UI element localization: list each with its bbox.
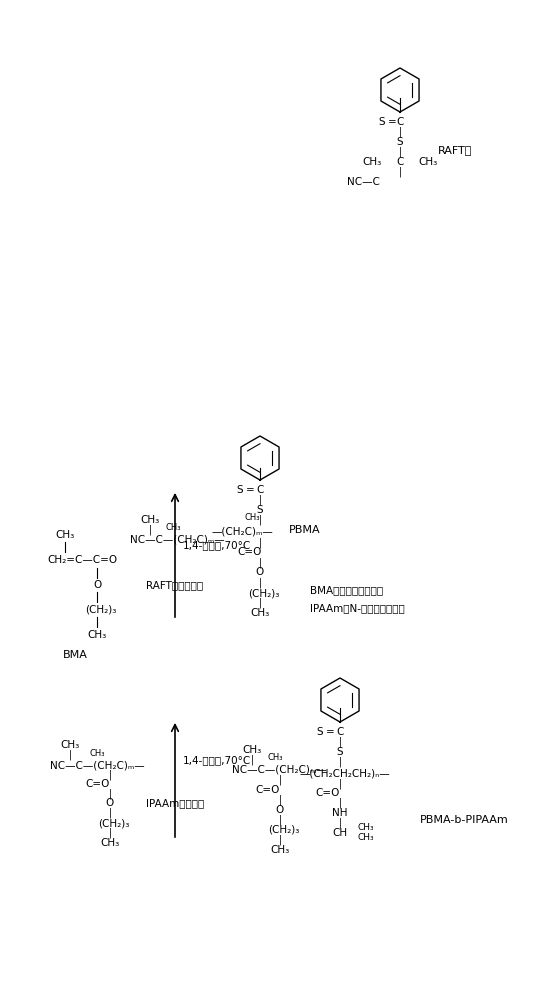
Text: CH₃: CH₃ — [250, 608, 270, 618]
Text: |: | — [278, 795, 282, 805]
Text: C: C — [256, 485, 264, 495]
Text: (CH₂)₃: (CH₂)₃ — [268, 825, 299, 835]
Text: |: | — [108, 770, 111, 780]
Text: CH₃: CH₃ — [418, 157, 438, 167]
Text: C: C — [396, 117, 404, 127]
Text: =: = — [326, 727, 334, 737]
Text: PBMA: PBMA — [289, 525, 321, 535]
Text: |: | — [399, 127, 402, 137]
Text: S: S — [337, 747, 343, 757]
Text: CH₃: CH₃ — [100, 838, 120, 848]
Text: PBMA-b-PIPAAm: PBMA-b-PIPAAm — [420, 815, 509, 825]
Text: CH₃: CH₃ — [165, 524, 181, 532]
Text: O: O — [106, 798, 114, 808]
Text: O: O — [256, 567, 264, 577]
Text: RAFT剤、引发剤: RAFT剤、引发剤 — [147, 580, 204, 590]
Text: |: | — [338, 779, 341, 789]
Text: CH₃: CH₃ — [55, 530, 75, 540]
Text: |: | — [338, 737, 341, 747]
Text: |: | — [278, 815, 282, 825]
Text: |: | — [259, 598, 262, 608]
Text: =: = — [245, 485, 254, 495]
Text: |: | — [259, 515, 262, 525]
Text: CH₃: CH₃ — [270, 845, 290, 855]
Text: CH₃: CH₃ — [141, 515, 160, 525]
Text: |: | — [259, 578, 262, 588]
Text: NC—C: NC—C — [347, 177, 380, 187]
Text: CH: CH — [333, 828, 348, 838]
Text: NC—C—(CH₂C)ₘ—: NC—C—(CH₂C)ₘ— — [130, 535, 225, 545]
Text: |: | — [259, 558, 262, 568]
Text: |: | — [108, 828, 111, 838]
Text: S: S — [379, 117, 385, 127]
Text: CH₃: CH₃ — [362, 157, 382, 167]
Text: NC—C—(CH₂C)ₘ—: NC—C—(CH₂C)ₘ— — [232, 765, 327, 775]
Text: |: | — [259, 495, 262, 505]
Text: |: | — [108, 808, 111, 818]
Text: CH₃: CH₃ — [242, 745, 262, 755]
Text: NC—C—(CH₂C)ₘ—: NC—C—(CH₂C)ₘ— — [50, 760, 144, 770]
Text: (CH₂)₃: (CH₂)₃ — [248, 588, 279, 598]
Text: O: O — [93, 580, 101, 590]
Text: CH₃: CH₃ — [267, 754, 283, 762]
Text: |: | — [338, 798, 341, 808]
Text: IPAAm、引发剤: IPAAm、引发剤 — [146, 798, 204, 808]
Text: BMA: BMA — [63, 650, 87, 660]
Text: |: | — [399, 167, 402, 177]
Text: S: S — [317, 727, 323, 737]
Text: S: S — [257, 505, 264, 515]
Text: |: | — [338, 818, 341, 828]
Text: |: | — [278, 835, 282, 845]
Text: CH₃: CH₃ — [60, 740, 80, 750]
Text: =: = — [388, 117, 396, 127]
Text: C=O: C=O — [86, 779, 110, 789]
Text: CH₃: CH₃ — [358, 824, 374, 832]
Text: C=O: C=O — [256, 785, 280, 795]
Text: 1,4-二嘌烷,70°C: 1,4-二嘌烷,70°C — [183, 755, 251, 765]
Text: CH₃: CH₃ — [358, 834, 374, 842]
Text: C: C — [396, 157, 404, 167]
Text: |: | — [259, 538, 262, 548]
Text: |: | — [108, 789, 111, 799]
Text: |: | — [278, 775, 282, 785]
Text: BMA：甲基丙烯酸丁酯: BMA：甲基丙烯酸丁酯 — [310, 585, 383, 595]
Text: IPAAm：N-异丙基丙烯酰胺: IPAAm：N-异丙基丙烯酰胺 — [310, 603, 405, 613]
Text: NH: NH — [332, 808, 348, 818]
Text: S: S — [237, 485, 243, 495]
Text: C=O: C=O — [238, 547, 262, 557]
Text: C: C — [337, 727, 344, 737]
Text: —(CH₂C)ₘ—: —(CH₂C)ₘ— — [212, 527, 274, 537]
Text: CH₃: CH₃ — [89, 748, 105, 758]
Text: CH₂=C—C=O: CH₂=C—C=O — [47, 555, 117, 565]
Text: —(CH₂CH₂CH₂)ₙ—: —(CH₂CH₂CH₂)ₙ— — [300, 768, 391, 778]
Text: 1,4-二嘌烷,70°C: 1,4-二嘌烷,70°C — [183, 540, 251, 550]
Text: RAFT剤: RAFT剤 — [438, 145, 472, 155]
Text: (CH₂)₃: (CH₂)₃ — [98, 818, 130, 828]
Text: |: | — [399, 147, 402, 157]
Text: |: | — [338, 757, 341, 767]
Text: (CH₂)₃: (CH₂)₃ — [85, 605, 116, 615]
Text: S: S — [397, 137, 404, 147]
Text: |: | — [148, 525, 152, 535]
Text: C=O: C=O — [316, 788, 340, 798]
Text: |: | — [69, 750, 71, 760]
Text: O: O — [276, 805, 284, 815]
Text: CH₃: CH₃ — [244, 514, 260, 522]
Text: |: | — [250, 755, 254, 765]
Text: CH₃: CH₃ — [87, 630, 107, 640]
